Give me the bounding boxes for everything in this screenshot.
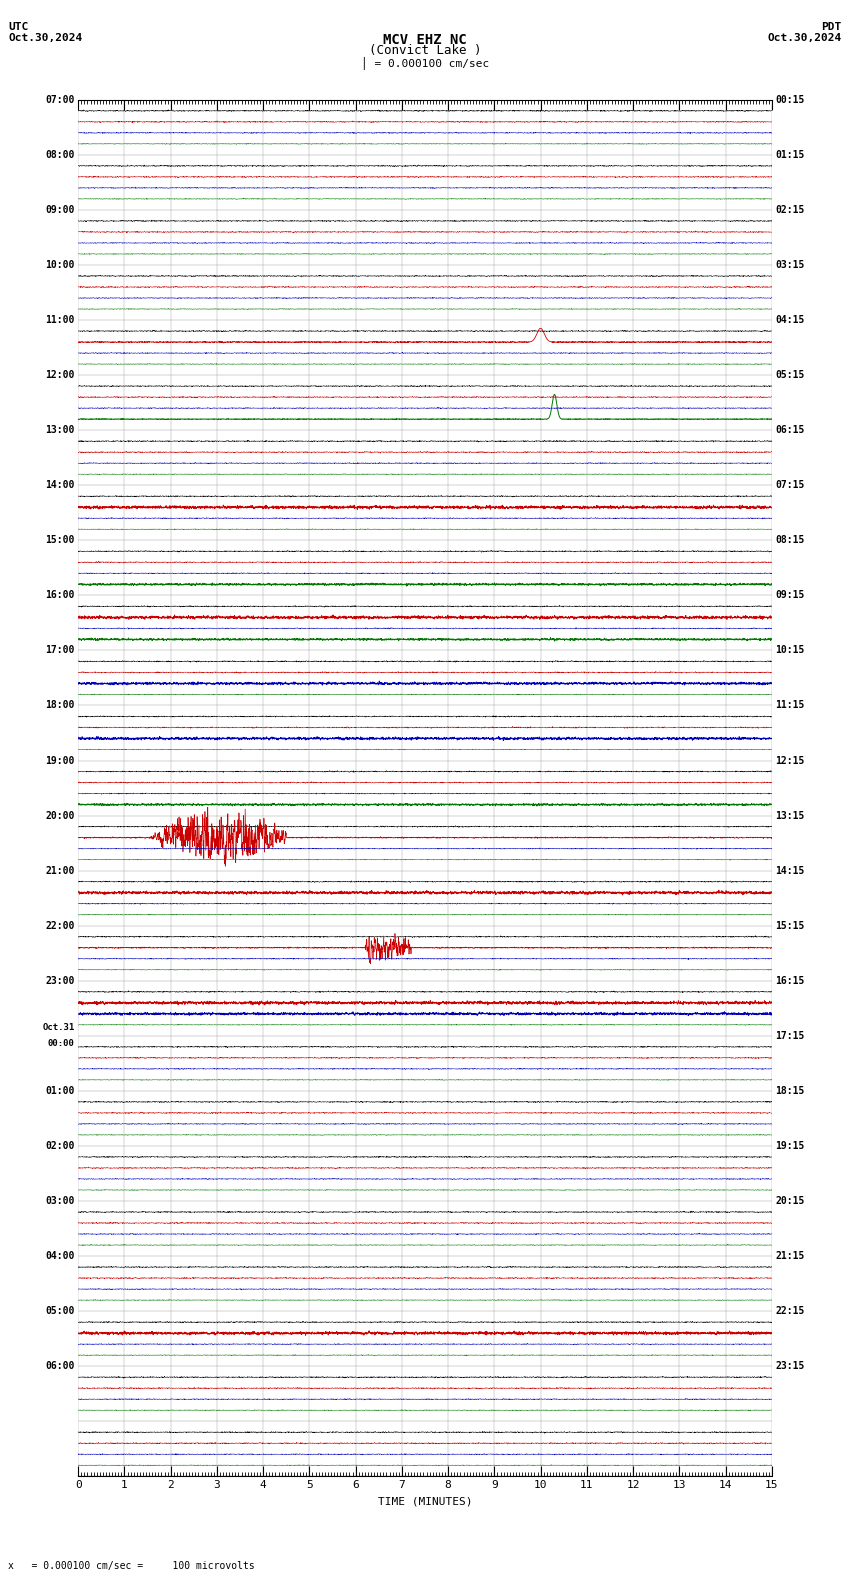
Text: 15:00: 15:00 [45, 535, 75, 545]
Text: │ = 0.000100 cm/sec: │ = 0.000100 cm/sec [361, 57, 489, 70]
Text: 00:00: 00:00 [48, 1039, 75, 1049]
Text: 17:00: 17:00 [45, 645, 75, 656]
Text: UTC: UTC [8, 22, 29, 32]
Text: 22:00: 22:00 [45, 920, 75, 931]
Text: 14:00: 14:00 [45, 480, 75, 489]
Text: 03:15: 03:15 [775, 260, 805, 269]
Text: 18:00: 18:00 [45, 700, 75, 711]
Text: 03:00: 03:00 [45, 1196, 75, 1205]
Text: 01:00: 01:00 [45, 1087, 75, 1096]
Text: Oct.31: Oct.31 [42, 1023, 75, 1033]
Text: 14:15: 14:15 [775, 865, 805, 876]
Text: 07:15: 07:15 [775, 480, 805, 489]
Text: 22:15: 22:15 [775, 1307, 805, 1316]
Text: (Convict Lake ): (Convict Lake ) [369, 44, 481, 57]
Text: 10:00: 10:00 [45, 260, 75, 269]
Text: 23:00: 23:00 [45, 976, 75, 985]
Text: 08:00: 08:00 [45, 150, 75, 160]
Text: 15:15: 15:15 [775, 920, 805, 931]
Text: 05:15: 05:15 [775, 371, 805, 380]
Text: 13:15: 13:15 [775, 811, 805, 821]
Text: 21:00: 21:00 [45, 865, 75, 876]
Text: 05:00: 05:00 [45, 1307, 75, 1316]
Text: 12:15: 12:15 [775, 756, 805, 765]
Text: x   = 0.000100 cm/sec =     100 microvolts: x = 0.000100 cm/sec = 100 microvolts [8, 1562, 255, 1571]
Text: 04:15: 04:15 [775, 315, 805, 325]
Text: 16:15: 16:15 [775, 976, 805, 985]
Text: 09:15: 09:15 [775, 591, 805, 600]
Text: 00:15: 00:15 [775, 95, 805, 105]
Text: 16:00: 16:00 [45, 591, 75, 600]
Text: Oct.30,2024: Oct.30,2024 [8, 33, 82, 43]
Text: 06:15: 06:15 [775, 425, 805, 436]
Text: 04:00: 04:00 [45, 1251, 75, 1261]
Text: 02:00: 02:00 [45, 1140, 75, 1152]
Text: PDT: PDT [821, 22, 842, 32]
Text: Oct.30,2024: Oct.30,2024 [768, 33, 842, 43]
X-axis label: TIME (MINUTES): TIME (MINUTES) [377, 1495, 473, 1506]
Text: 08:15: 08:15 [775, 535, 805, 545]
Text: 19:00: 19:00 [45, 756, 75, 765]
Text: 01:15: 01:15 [775, 150, 805, 160]
Text: 09:00: 09:00 [45, 204, 75, 215]
Text: 06:00: 06:00 [45, 1361, 75, 1372]
Text: 21:15: 21:15 [775, 1251, 805, 1261]
Text: 18:15: 18:15 [775, 1087, 805, 1096]
Text: MCV EHZ NC: MCV EHZ NC [383, 33, 467, 48]
Text: 07:00: 07:00 [45, 95, 75, 105]
Text: 20:15: 20:15 [775, 1196, 805, 1205]
Text: 20:00: 20:00 [45, 811, 75, 821]
Text: 19:15: 19:15 [775, 1140, 805, 1152]
Text: 11:15: 11:15 [775, 700, 805, 711]
Text: 10:15: 10:15 [775, 645, 805, 656]
Text: 02:15: 02:15 [775, 204, 805, 215]
Text: 11:00: 11:00 [45, 315, 75, 325]
Text: 13:00: 13:00 [45, 425, 75, 436]
Text: 12:00: 12:00 [45, 371, 75, 380]
Text: 23:15: 23:15 [775, 1361, 805, 1372]
Text: 17:15: 17:15 [775, 1031, 805, 1041]
